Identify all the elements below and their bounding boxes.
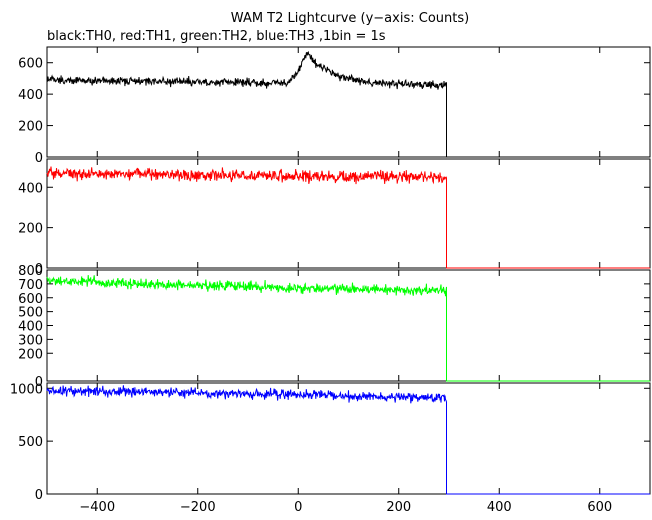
x-tick-label: 600 xyxy=(587,500,612,515)
y-tick-label: 200 xyxy=(18,120,43,135)
x-tick-label: 0 xyxy=(294,500,302,515)
x-tick-label: −400 xyxy=(79,500,115,515)
panel-th0: 0 200 400 600 xyxy=(18,46,651,166)
y-tick-label: 400 xyxy=(18,181,43,196)
x-tick-label: 400 xyxy=(487,500,512,515)
y-tick-label: 600 xyxy=(18,57,43,72)
y-tick-label: 300 xyxy=(18,333,43,348)
y-tick-label: 0 xyxy=(35,262,43,277)
y-tick-label: 200 xyxy=(18,347,43,362)
panel-frame xyxy=(46,158,651,269)
y-tick-label: 0 xyxy=(35,151,43,166)
x-axis: −400 −200 0 200 400 600 xyxy=(79,500,612,515)
y-tick-label: 0 xyxy=(35,488,43,503)
series-line-th0 xyxy=(46,50,650,158)
y-tick-label: 0 xyxy=(35,375,43,390)
y-tick-label: 400 xyxy=(18,320,43,335)
panel-frame xyxy=(46,46,651,158)
panel-frame xyxy=(46,382,651,495)
y-tick-label: 1000 xyxy=(10,382,43,397)
y-tick-label: 500 xyxy=(18,435,43,450)
panels-group: 0200400600020040002003004005006007008000… xyxy=(10,46,651,503)
chart-subtitle: black:TH0, red:TH1, green:TH2, blue:TH3 … xyxy=(47,29,386,44)
panel-th3: 0 500 1000 xyxy=(10,382,651,503)
chart-title: WAM T2 Lightcurve (y−axis: Counts) xyxy=(231,11,469,26)
y-tick-label: 400 xyxy=(18,88,43,103)
y-tick-label: 600 xyxy=(18,292,43,307)
y-tick-label: 500 xyxy=(18,306,43,321)
x-tick-label: 200 xyxy=(386,500,411,515)
series-line-th2 xyxy=(46,275,650,382)
series-line-th1 xyxy=(46,166,650,269)
y-tick-label: 700 xyxy=(18,278,43,293)
x-tick-label: −200 xyxy=(180,500,216,515)
series-line-th3 xyxy=(46,385,650,495)
y-tick-label: 200 xyxy=(18,222,43,237)
y-tick-label: 800 xyxy=(18,264,43,279)
panel-th1: 0 200 400 xyxy=(18,158,651,277)
